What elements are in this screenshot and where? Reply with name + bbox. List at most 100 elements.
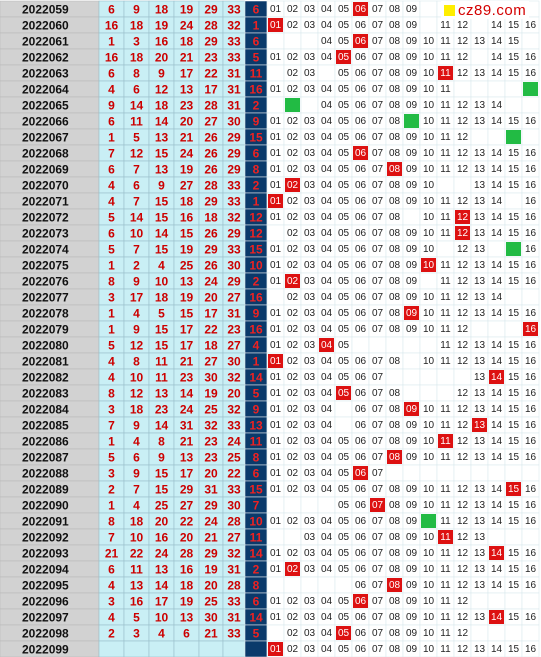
map-number: 13 bbox=[474, 36, 486, 47]
map-number: 02 bbox=[287, 548, 299, 559]
table-row: 2022063 6 8 9 17 22 31 11 02 03 05 06 07 08 09 10 11 12 13… bbox=[0, 64, 540, 82]
map-number: 05 bbox=[338, 244, 350, 255]
map-number: 12 bbox=[457, 100, 469, 111]
table-row: 2022072 5 14 15 16 18 32 12 01 02 03 04 05 06 07 08 10 11… bbox=[0, 208, 540, 226]
map-number: 14 bbox=[491, 52, 503, 63]
blue-ball-number: 15 bbox=[249, 483, 263, 497]
watermark[interactable]: cz89.com bbox=[441, 1, 530, 19]
map-number: 05 bbox=[338, 564, 350, 575]
map-number: 15 bbox=[508, 580, 520, 591]
map-number: 13 bbox=[474, 436, 486, 447]
red-ball-number: 32 bbox=[227, 403, 241, 417]
map-number: 10 bbox=[423, 580, 435, 591]
map-number: 11 bbox=[440, 612, 451, 623]
red-ball-number: 13 bbox=[180, 451, 194, 465]
red-ball-number: 18 bbox=[204, 339, 218, 353]
map-number: 13 bbox=[474, 580, 486, 591]
red-ball-number: 28 bbox=[180, 547, 194, 561]
red-ball-number: 19 bbox=[204, 563, 218, 577]
map-number: 04 bbox=[321, 148, 333, 159]
red-ball-number: 21 bbox=[180, 435, 194, 449]
map-number: 14 bbox=[491, 164, 503, 175]
map-number: 07 bbox=[372, 324, 384, 335]
map-number: 16 bbox=[525, 308, 537, 319]
map-number: 02 bbox=[287, 452, 299, 463]
map-number: 07 bbox=[372, 84, 384, 95]
red-ball-number: 14 bbox=[155, 227, 169, 241]
map-number: 02 bbox=[287, 20, 299, 31]
red-ball-number: 19 bbox=[180, 243, 194, 257]
map-number: 04 bbox=[321, 404, 333, 415]
map-number: 09 bbox=[406, 628, 418, 639]
blue-ball-number: 2 bbox=[253, 275, 260, 289]
map-number: 05 bbox=[338, 468, 350, 479]
map-number: 01 bbox=[270, 468, 282, 479]
red-ball-number: 31 bbox=[227, 67, 241, 81]
map-number: 04 bbox=[321, 596, 333, 607]
table-row: 2022077 3 17 18 19 20 27 16 02 03 04 05 06 07 08 09 10 11… bbox=[0, 288, 540, 306]
map-number: 06 bbox=[355, 484, 367, 495]
map-number: 03 bbox=[304, 292, 316, 303]
map-hit-red bbox=[489, 370, 504, 384]
map-number: 10 bbox=[423, 452, 435, 463]
red-ball-number: 31 bbox=[227, 307, 241, 321]
map-cell bbox=[334, 576, 353, 594]
map-number: 13 bbox=[474, 244, 486, 255]
red-ball-number: 9 bbox=[158, 451, 165, 465]
map-number: 02 bbox=[287, 644, 299, 655]
table-row: 2022071 4 7 15 18 29 33 1 01 02 03 04 05 06 07 08 09 10 11… bbox=[0, 192, 540, 210]
map-hit-red bbox=[285, 274, 300, 288]
map-cell bbox=[470, 48, 489, 66]
red-ball-number: 2 bbox=[108, 483, 115, 497]
map-number: 09 bbox=[406, 580, 418, 591]
period-label: 2022087 bbox=[22, 451, 69, 465]
red-ball-number: 25 bbox=[227, 451, 241, 465]
map-number: 14 bbox=[491, 36, 503, 47]
map-number: 15 bbox=[508, 164, 520, 175]
red-ball-number: 27 bbox=[180, 179, 194, 193]
map-number: 07 bbox=[372, 372, 384, 383]
red-ball-number: 18 bbox=[204, 211, 218, 225]
red-ball-number: 5 bbox=[133, 131, 140, 145]
red-ball-number: 10 bbox=[155, 611, 169, 625]
table-row: 2022090 1 4 25 27 29 30 7 05 06 07 08 09 10 11 12 13 14 15… bbox=[0, 496, 540, 514]
map-number: 12 bbox=[457, 276, 469, 287]
red-ball-number: 9 bbox=[158, 179, 165, 193]
map-hit-number: 07 bbox=[372, 500, 384, 511]
map-number: 04 bbox=[321, 516, 333, 527]
map-number: 04 bbox=[321, 180, 333, 191]
red-ball-number: 1 bbox=[108, 307, 115, 321]
map-number: 12 bbox=[457, 164, 469, 175]
map-number: 07 bbox=[372, 388, 384, 399]
red-ball-number: 30 bbox=[227, 499, 241, 513]
map-number: 13 bbox=[474, 340, 486, 351]
red-ball-number: 29 bbox=[227, 131, 241, 145]
map-number: 01 bbox=[270, 180, 282, 191]
period-label: 2022079 bbox=[22, 323, 69, 337]
map-cell bbox=[402, 336, 421, 354]
blue-ball-number: 6 bbox=[253, 3, 260, 17]
period-label: 2022081 bbox=[22, 355, 69, 369]
map-hit-red bbox=[353, 2, 368, 16]
red-ball-number: 4 bbox=[108, 355, 115, 369]
map-number: 11 bbox=[440, 212, 451, 223]
table-row: 2022097 4 5 10 13 30 31 14 01 02 03 04 05 06 07 08 09 10 1… bbox=[0, 608, 540, 626]
map-number: 06 bbox=[355, 132, 367, 143]
red-ball-number: 28 bbox=[204, 99, 218, 113]
map-number: 12 bbox=[457, 436, 469, 447]
table-row: 2022095 4 13 14 18 20 28 8 06 07 08 09 10 11 12 13 14 15 1… bbox=[0, 576, 540, 594]
red-ball-number: 25 bbox=[204, 595, 218, 609]
map-number: 14 bbox=[491, 20, 503, 31]
map-number: 10 bbox=[423, 36, 435, 47]
red-ball-number: 30 bbox=[204, 611, 218, 625]
blue-ball-number: 5 bbox=[253, 387, 260, 401]
red-ball-number: 1 bbox=[108, 259, 115, 273]
red-ball-number: 6 bbox=[108, 163, 115, 177]
map-number: 07 bbox=[372, 116, 384, 127]
map-number: 03 bbox=[304, 644, 316, 655]
blue-ball-number: 2 bbox=[253, 179, 260, 193]
red-ball-number: 30 bbox=[204, 371, 218, 385]
red-ball-number: 33 bbox=[227, 627, 241, 641]
map-number: 03 bbox=[304, 228, 316, 239]
map-number: 16 bbox=[525, 564, 537, 575]
